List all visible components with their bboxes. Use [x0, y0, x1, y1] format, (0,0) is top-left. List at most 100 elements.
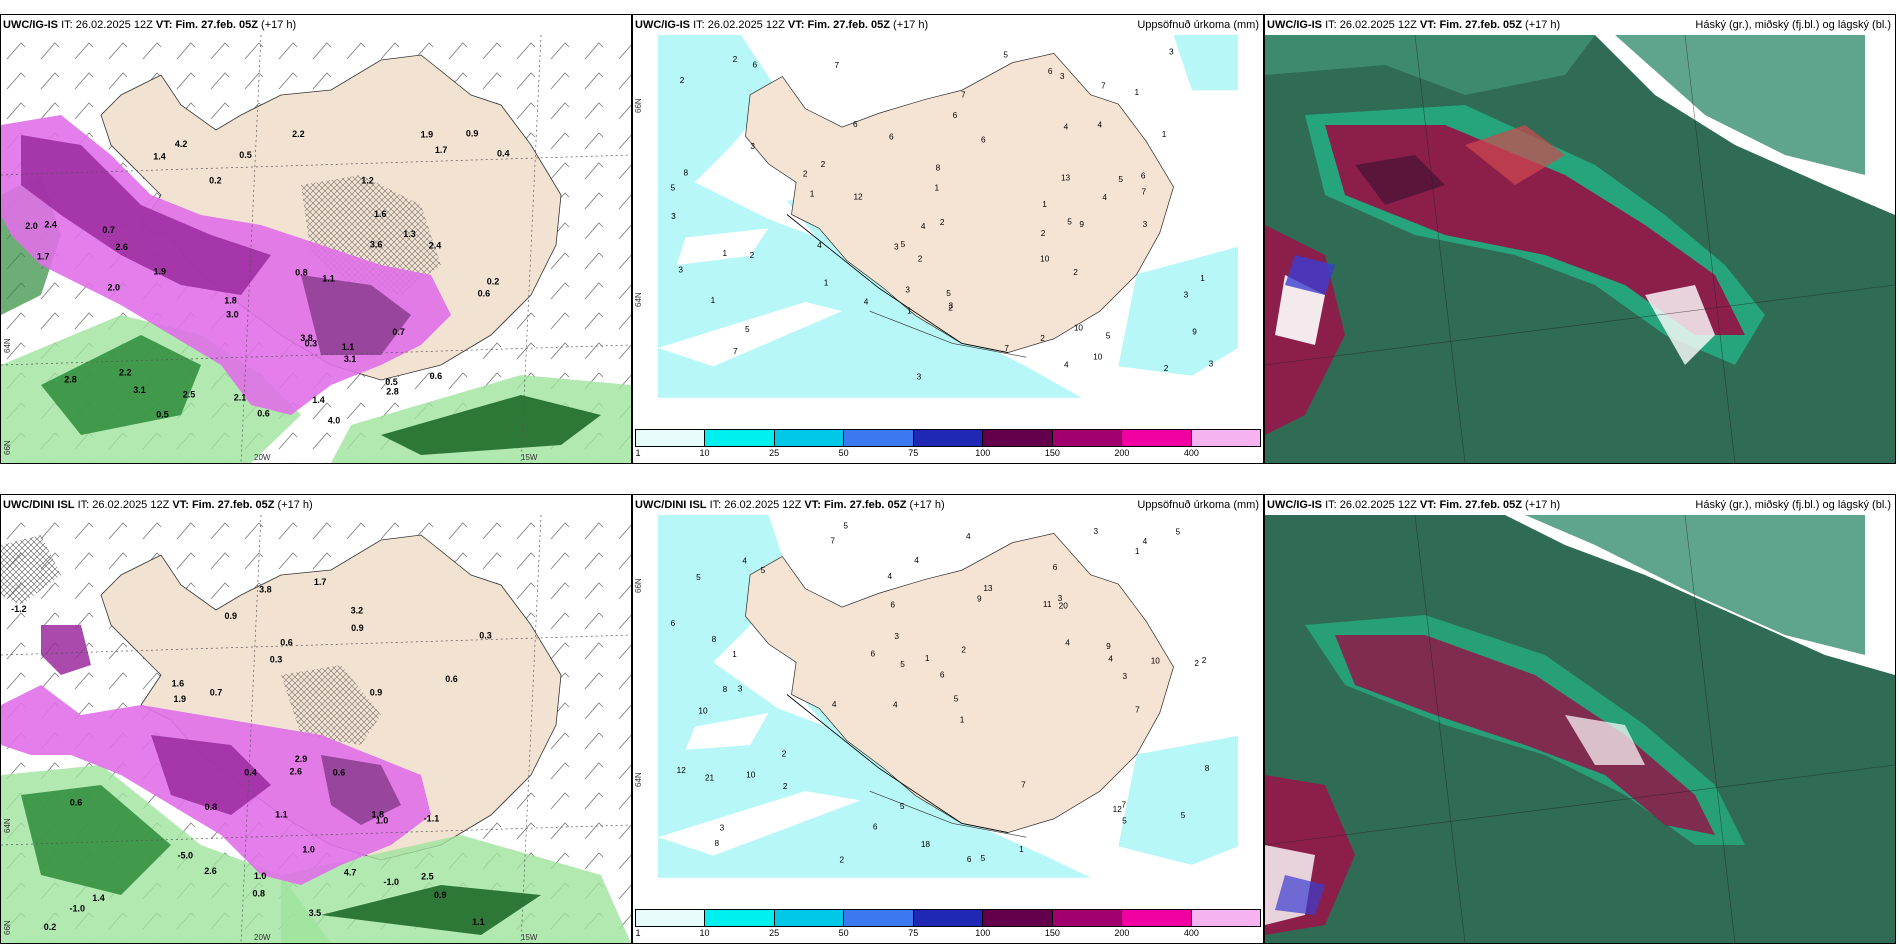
colorbar-tick-label: 150	[1044, 448, 1060, 458]
colorbar-swatch	[1052, 910, 1123, 926]
lon-label-20w: 20W	[254, 933, 271, 942]
map-value-label: 2.6	[290, 766, 303, 776]
map-value-label: 3	[678, 265, 683, 274]
map-value-label: 5	[761, 566, 766, 575]
map-value-label: 1.9	[174, 694, 187, 704]
temperature-values: 4.0 1.4 2.2 0.7 1.3 1.4 0.6 1.9 3.0 3.1 2.8 2.0 1.8 3…	[25, 129, 509, 426]
map-value-label: 7	[1142, 188, 1147, 197]
map-value-label: 5	[1122, 816, 1127, 825]
map-value-label: 7	[1135, 705, 1140, 714]
lat-label-66n: 66N	[3, 440, 12, 455]
map-value-label: 3	[1123, 672, 1128, 681]
map-value-label: 2	[803, 169, 808, 178]
map-value-label: 4.0	[328, 416, 341, 426]
cloud-title: Háský (gr.), miðský (fj.bl.) og lágský (…	[1695, 499, 1891, 511]
map-value-label: 4	[893, 700, 898, 709]
colorbar-tick-label: 10	[699, 448, 710, 458]
map-value-label: 3.8	[259, 585, 272, 595]
map-value-label: 9	[1106, 642, 1111, 651]
colorbar-tick-label: 75	[908, 928, 919, 938]
colorbar-labels: 1 10 25 50 75 100 150 200 400	[635, 927, 1261, 941]
map-value-label: 1	[1042, 200, 1047, 209]
map-value-label: 0.4	[497, 148, 510, 158]
map-value-label: 6	[870, 649, 875, 658]
map-value-label: 1	[1135, 88, 1140, 97]
map-value-label: 1	[722, 249, 727, 258]
map-value-label: 1.9	[421, 130, 434, 140]
map-value-label: 2	[1073, 268, 1078, 277]
map-value-label: 5	[1003, 51, 1008, 60]
map-value-label: 3	[1209, 359, 1214, 368]
map-value-label: 3	[1143, 220, 1148, 229]
map-value-label: 0.2	[44, 922, 57, 932]
map-value-label: 2.4	[429, 240, 442, 250]
map-value-label: 0.5	[239, 150, 252, 160]
colorbar-swatch	[774, 430, 845, 446]
lat-label-64n: 64N	[634, 292, 643, 307]
map-value-label: 0.2	[487, 277, 500, 287]
map-value-label: 4.2	[175, 139, 188, 149]
colorbar-swatch	[1052, 430, 1123, 446]
map-value-label: 4	[832, 700, 837, 709]
map-value-label: 3	[894, 632, 899, 641]
colorbar-labels: 1 10 25 50 75 100 150 200 400	[635, 447, 1261, 461]
map-value-label: 6	[671, 619, 676, 628]
lat-label-64n: 64N	[3, 338, 12, 353]
map-value-label: 0.9	[225, 611, 238, 621]
lat-label-66n: 66N	[3, 920, 12, 935]
lon-label-15w: 15W	[521, 453, 538, 462]
map-value-label: 4	[1065, 639, 1070, 648]
panel-header: UWC/DINI ISL IT: 26.02.2025 12Z VT: Fim.…	[635, 499, 945, 511]
map-value-label: 2.6	[204, 866, 217, 876]
map-value-label: 2	[821, 160, 826, 169]
panel-header: UWC/IG-IS IT: 26.02.2025 12Z VT: Fim. 27…	[1267, 499, 1561, 511]
map-value-label: 10	[1093, 352, 1103, 361]
map-value-label: 13	[983, 584, 993, 593]
map-value-label: 1	[810, 190, 815, 199]
map-value-label: 3	[671, 212, 676, 221]
iceland-landmass	[745, 533, 1174, 833]
lat-label-64n: 64N	[634, 772, 643, 787]
map-value-label: 1	[1200, 274, 1205, 283]
colorbar-tick-label: 200	[1114, 928, 1130, 938]
precip-panel-top: UWC/IG-IS IT: 26.02.2025 12Z VT: Fim. 27…	[632, 14, 1264, 464]
map-value-label: 4	[914, 556, 919, 565]
map-value-label: 7	[1101, 81, 1106, 90]
colorbar-tick-label: 100	[975, 928, 991, 938]
map-value-label: 12	[853, 193, 863, 202]
map-value-label: 7	[961, 90, 966, 99]
map-value-label: 4	[1143, 537, 1148, 546]
colorbar-swatch	[705, 910, 775, 926]
iceland-landmass	[745, 53, 1174, 353]
map-value-label: 5	[1067, 217, 1072, 226]
panel-header: UWC/IG-IS IT: 26.02.2025 12Z VT: Fim. 27…	[1267, 19, 1561, 31]
map-value-label: 0.9	[466, 129, 479, 139]
map-value-label: 5	[1181, 811, 1186, 820]
map-value-label: 5	[1175, 528, 1180, 537]
map-value-label: 2.0	[108, 283, 121, 293]
map-value-label: 6	[1141, 172, 1146, 181]
map-value-label: 10	[698, 707, 708, 716]
map-value-label: 1	[1135, 547, 1140, 556]
colorbar-tick-label: 1	[635, 928, 641, 938]
map-value-label: 2	[680, 76, 685, 85]
lon-label-20w: 20W	[254, 453, 271, 462]
map-value-label: 1	[824, 278, 829, 287]
cloud-panel-bottom: UWC/IG-IS IT: 26.02.2025 12Z VT: Fim. 27…	[1264, 494, 1896, 944]
map-value-label: 4	[921, 222, 926, 231]
colorbar-tick-label: 150	[1044, 928, 1060, 938]
map-value-label: 0.3	[479, 630, 492, 640]
map-value-label: 10	[1151, 657, 1161, 666]
map-value-label: 2.0	[25, 221, 38, 231]
cloud-panel-top: UWC/IG-IS IT: 26.02.2025 12Z VT: Fim. 27…	[1264, 14, 1896, 464]
map-value-label: 10	[1074, 324, 1084, 333]
map-value-label: 1	[907, 307, 912, 316]
map-value-label: 2	[1040, 334, 1045, 343]
colorbar-swatch	[913, 910, 984, 926]
map-value-label: 11	[1043, 600, 1052, 609]
temperature-wind-panel-top: UWC/IG-IS IT: 26.02.2025 12Z VT: Fim. 27…	[0, 14, 632, 464]
map-value-label: 3	[905, 285, 910, 294]
map-value-label: 6	[889, 132, 894, 141]
